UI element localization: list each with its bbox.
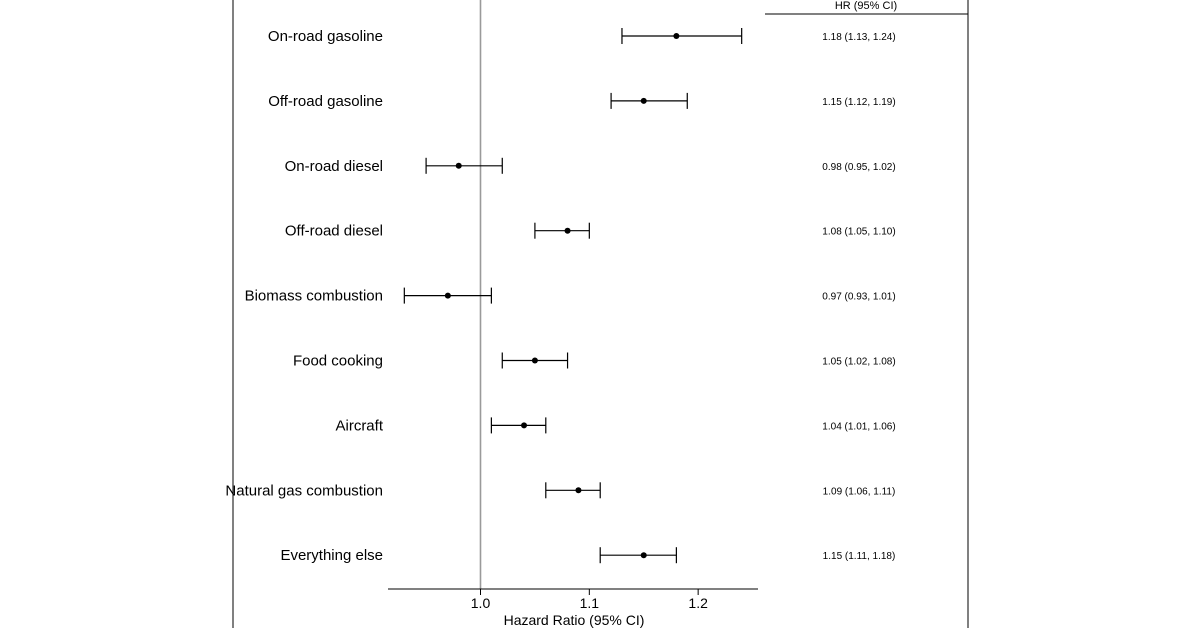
hr-point — [575, 487, 582, 494]
row-label: On-road gasoline — [268, 28, 383, 45]
forest-row: Natural gas combustion 1.09 (1.06, 1.11) — [225, 482, 895, 499]
row-label: Food cooking — [293, 353, 383, 370]
row-label: Off-road diesel — [285, 223, 383, 240]
hr-point — [531, 357, 538, 364]
hr-point — [564, 227, 571, 234]
forest-row: Aircraft 1.04 (1.01, 1.06) — [335, 417, 896, 434]
hr-point — [444, 292, 451, 299]
hr-point — [640, 552, 647, 559]
hr-ci-text: 1.18 (1.13, 1.24) — [822, 32, 895, 43]
row-label: Everything else — [280, 547, 383, 564]
row-label: Aircraft — [335, 417, 383, 434]
hr-point — [673, 33, 680, 39]
x-axis-ticks: 1.0 1.1 1.2 — [471, 589, 708, 611]
forest-row: On-road gasoline 1.18 (1.13, 1.24) — [268, 28, 896, 45]
forest-row: Everything else 1.15 (1.11, 1.18) — [280, 547, 895, 564]
hr-ci-text: 1.09 (1.06, 1.11) — [823, 486, 896, 497]
hr-point — [640, 97, 647, 104]
hr-ci-text: 1.05 (1.02, 1.08) — [822, 357, 895, 368]
forest-row: Food cooking 1.05 (1.02, 1.08) — [293, 352, 896, 370]
ci-column-header: HR (95% CI) — [835, 0, 897, 12]
hr-ci-text: 1.15 (1.11, 1.18) — [823, 551, 896, 562]
hr-ci-text: 1.08 (1.05, 1.10) — [822, 227, 895, 238]
row-label: Natural gas combustion — [225, 482, 383, 499]
forest-row: Off-road diesel 1.08 (1.05, 1.10) — [285, 222, 896, 240]
hr-ci-text: 0.97 (0.93, 1.01) — [822, 292, 895, 303]
hr-ci-text: 0.98 (0.95, 1.02) — [822, 162, 895, 173]
x-tick-label: 1.2 — [688, 595, 708, 611]
x-tick-label: 1.0 — [471, 595, 491, 611]
hr-point — [521, 422, 528, 429]
forest-row: Off-road gasoline 1.15 (1.12, 1.19) — [268, 92, 896, 110]
forest-row: Biomass combustion 0.97 (0.93, 1.01) — [245, 287, 896, 305]
row-label: On-road diesel — [285, 158, 383, 175]
forest-rows: On-road gasoline 1.18 (1.13, 1.24) Off-roa… — [225, 28, 896, 564]
x-axis-title: Hazard Ratio (95% CI) — [504, 612, 645, 628]
row-label: Biomass combustion — [245, 288, 383, 305]
hr-point — [455, 162, 462, 169]
forest-row: On-road diesel 0.98 (0.95, 1.02) — [285, 157, 896, 175]
x-tick-label: 1.1 — [580, 595, 600, 611]
hr-ci-text: 1.15 (1.12, 1.19) — [822, 97, 895, 108]
hr-ci-text: 1.04 (1.01, 1.06) — [822, 421, 895, 432]
row-label: Off-road gasoline — [268, 93, 383, 110]
